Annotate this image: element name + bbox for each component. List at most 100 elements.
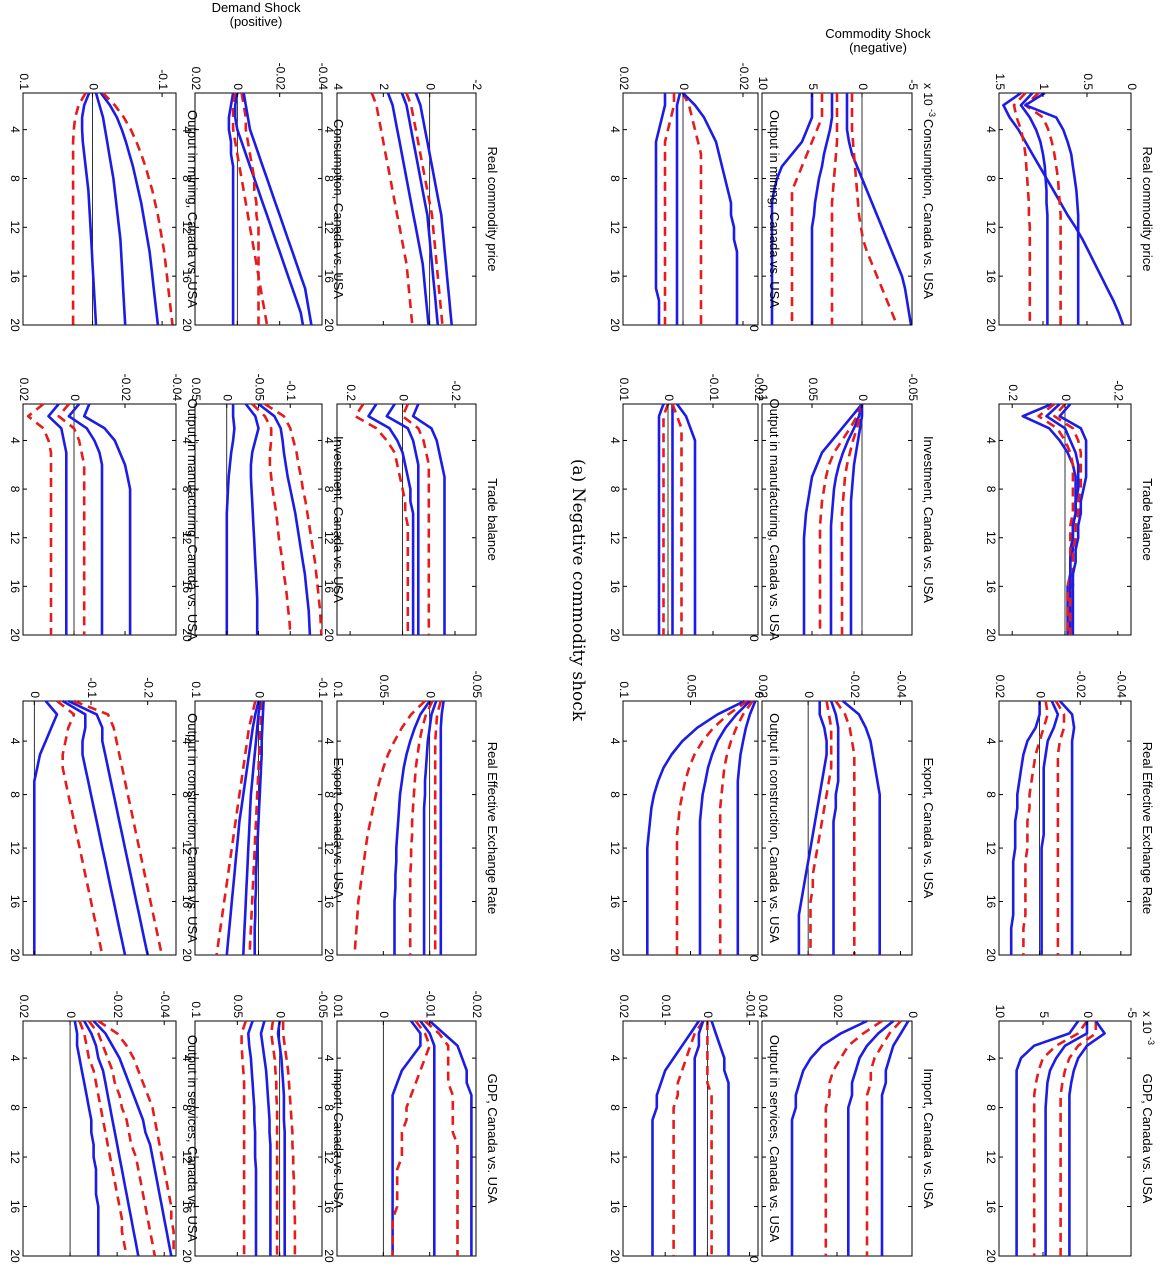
x-tick-label: 16 [180, 895, 194, 909]
y-tick-label: 0 [424, 83, 438, 90]
x-tick-label: 8 [8, 791, 22, 798]
panel-title: Output in services, Canada vs. USA [185, 1035, 200, 1243]
x-tick-label: 16 [8, 895, 22, 909]
series-line-3 [233, 92, 305, 326]
x-tick-label: 16 [322, 1200, 336, 1214]
x-tick-label: 20 [608, 318, 622, 332]
x-tick-label: 8 [180, 791, 194, 798]
series-line-3 [419, 1020, 436, 1256]
axis-multiplier-exponent: -3 [927, 109, 937, 117]
series-line-1 [71, 92, 87, 325]
x-tick-label: 4 [322, 738, 336, 745]
x-tick-label: 16 [984, 270, 998, 284]
x-tick-label: 16 [8, 580, 22, 594]
series-line-5 [253, 700, 265, 955]
series-line-2 [231, 92, 269, 326]
series-line-4 [830, 93, 839, 325]
x-tick-label: 12 [8, 1150, 22, 1164]
x-tick-label: 20 [180, 628, 194, 642]
y-tick-label: 0.02 [831, 995, 845, 1019]
y-tick-label: 0 [701, 1011, 715, 1018]
series-line-1 [1009, 701, 1041, 955]
series-line-1 [651, 1020, 700, 1256]
group-label-demand-line2: (positive) [230, 14, 283, 29]
x-tick-label: 12 [322, 531, 336, 545]
series-line-1 [370, 92, 414, 326]
y-tick-label: 0.2 [344, 384, 358, 401]
x-tick-label: 8 [608, 1104, 622, 1111]
y-tick-label: -0.02 [470, 991, 484, 1019]
series-line-4 [1059, 1021, 1098, 1256]
y-tick-label: 0.05 [231, 995, 245, 1019]
series-line-1 [1002, 91, 1125, 326]
panel-frame [998, 700, 1132, 956]
series-line-5 [849, 404, 864, 635]
group-label-commodity-line1: Commodity Shock [825, 26, 931, 41]
series-line-5 [1058, 403, 1088, 635]
series-line-3 [57, 403, 86, 635]
panel-frame [761, 403, 913, 636]
panel-title: Output in mining, Canada vs. USA [185, 110, 200, 308]
series-line-6 [439, 700, 445, 955]
panel-title: Output in construction, Canada vs. USA [185, 713, 200, 943]
panel-title: Real commodity price [485, 147, 500, 272]
series-line-3 [675, 92, 682, 325]
panel-p4-gdp-canada-vs-usa: -5 0 5 10 4 8 12 16 20 GDP, Canada vs. USA x 10 -3 [984, 1005, 1156, 1263]
x-tick-label: 12 [608, 221, 622, 235]
series-line-5 [73, 699, 164, 956]
y-tick-label: 0 [396, 394, 410, 401]
series-line-3 [846, 1019, 895, 1256]
series-line-5 [1068, 1020, 1106, 1256]
series-line-4 [67, 699, 149, 956]
panel-p10-output-in-manufacturing-canada-vs-usa: -0.02 -0.01 0 0.01 4 8 12 16 20 Output in manufac… [608, 374, 782, 642]
x-tick-label: 20 [608, 628, 622, 642]
x-tick-label: 4 [984, 1055, 998, 1062]
series-line-3 [698, 700, 751, 955]
series-line-1 [802, 403, 864, 635]
group-label-demand-line1: Demand Shock [212, 0, 301, 15]
series-line-4 [424, 1020, 459, 1256]
x-tick-label: 8 [8, 1104, 22, 1111]
series-line-2 [1022, 700, 1049, 955]
series-line-2 [247, 1020, 258, 1256]
x-tick-label: 8 [322, 175, 336, 182]
y-tick-label: 0 [377, 1011, 391, 1018]
y-tick-label: 0 [856, 83, 870, 90]
series-line-1 [73, 1020, 100, 1256]
x-tick-label: 12 [322, 841, 336, 855]
y-tick-label: 0 [662, 394, 676, 401]
series-line-4 [87, 1020, 157, 1257]
series-line-2 [1012, 92, 1032, 325]
panel-frame [761, 1020, 913, 1257]
x-tick-label: 8 [180, 486, 194, 493]
x-tick-label: 4 [608, 126, 622, 133]
x-tick-label: 16 [608, 1200, 622, 1214]
x-tick-label: 12 [608, 531, 622, 545]
series-line-1 [215, 700, 257, 956]
y-tick-label: -0.02 [274, 63, 288, 91]
y-tick-label: -2 [470, 79, 484, 90]
y-tick-label: 0.05 [684, 675, 698, 699]
y-tick-label: 0.1 [756, 384, 770, 401]
y-tick-label: -0.1 [85, 677, 99, 698]
series-line-2 [80, 92, 98, 326]
series-line-5 [845, 93, 913, 326]
series-line-5 [242, 92, 313, 326]
x-tick-label: 8 [608, 791, 622, 798]
series-line-5 [1058, 700, 1076, 955]
series-line-3 [251, 403, 292, 636]
axis-multiplier-exponent: -3 [1146, 1037, 1156, 1045]
series-line-2 [244, 403, 260, 635]
series-line-4 [67, 403, 104, 635]
x-tick-label: 12 [180, 531, 194, 545]
y-tick-label: -0.2 [449, 380, 463, 401]
series-line-1 [225, 404, 236, 635]
series-line-2 [1037, 402, 1075, 635]
x-tick-label: 16 [180, 580, 194, 594]
y-tick-label: 0.02 [617, 995, 631, 1019]
x-tick-label: 12 [608, 1150, 622, 1164]
y-tick-label: -0.02 [1074, 671, 1088, 699]
panel-frame [22, 700, 177, 956]
x-tick-label: 8 [984, 1104, 998, 1111]
